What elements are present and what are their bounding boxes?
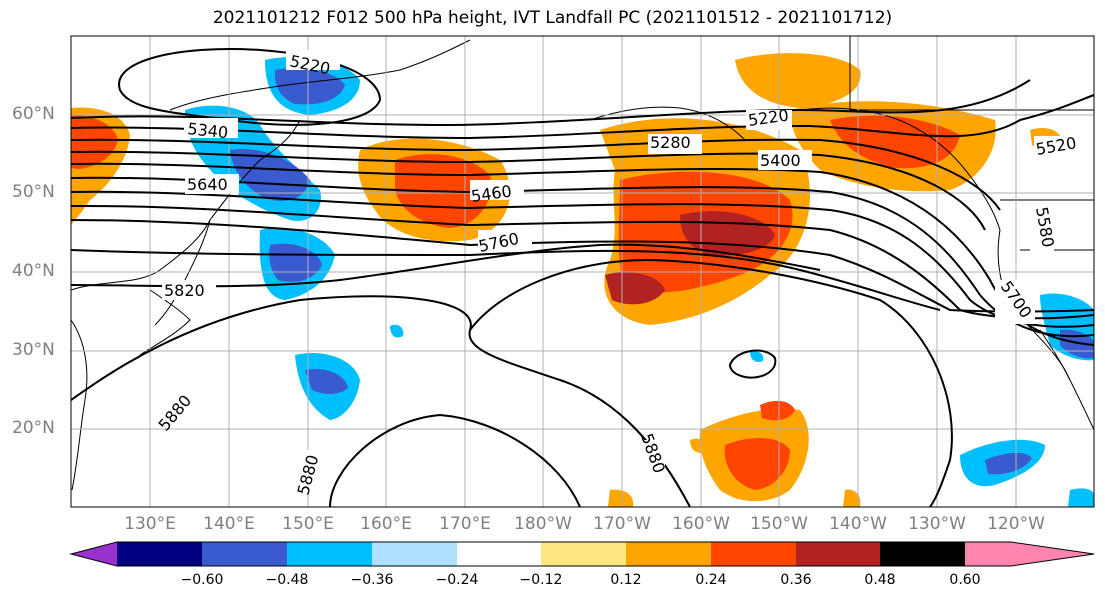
lon-label-150e: 150°E <box>282 514 334 534</box>
lat-label-20n: 20°N <box>12 418 55 438</box>
colorbar-swatch <box>287 542 372 566</box>
colorbar-tick-label: 0.12 <box>610 572 642 588</box>
graticule <box>71 36 1094 507</box>
lat-label-30n: 30°N <box>12 340 55 360</box>
colorbar-swatch <box>457 542 541 566</box>
map-title: 2021101212 F012 500 hPa height, IVT Land… <box>212 8 893 28</box>
colorbar-swatch <box>372 542 457 566</box>
colorbar-swatch <box>541 542 626 566</box>
lat-label-50n: 50°N <box>12 182 55 202</box>
lon-label-170e: 170°E <box>439 514 491 534</box>
colorbar-tick-label: 0.60 <box>949 572 981 588</box>
colorbar <box>69 541 1095 567</box>
contour-label-5280: 5280 <box>650 133 691 152</box>
colorbar-tick-label: −0.60 <box>180 572 224 588</box>
lat-label-40n: 40°N <box>12 261 55 281</box>
contour-label-5400: 5400 <box>760 151 801 170</box>
lon-label-180w: 180°W <box>514 514 572 534</box>
colorbar-tick-label: 0.36 <box>780 572 812 588</box>
lon-label-140e: 140°E <box>203 514 255 534</box>
colorbar-tick-label: 0.48 <box>864 572 896 588</box>
colorbar-tick-label: −0.36 <box>350 572 394 588</box>
lon-label-160e: 160°E <box>360 514 412 534</box>
colorbar-swatch <box>711 542 796 566</box>
colorbar-extend-high <box>965 542 1094 566</box>
lon-label-150w: 150°W <box>750 514 808 534</box>
coastlines <box>71 36 1094 491</box>
colorbar-swatch <box>880 542 965 566</box>
colorbar-tick-label: −0.24 <box>435 572 479 588</box>
lon-label-120w: 120°W <box>987 514 1045 534</box>
colorbar-swatch <box>202 542 287 566</box>
lon-label-130w: 130°W <box>908 514 966 534</box>
lon-label-160w: 160°W <box>672 514 730 534</box>
colorbar-swatch <box>626 542 711 566</box>
contour-label-5640: 5640 <box>187 175 228 194</box>
lon-label-140w: 140°W <box>829 514 887 534</box>
map-frame <box>70 35 1095 508</box>
colorbar-swatch <box>796 542 880 566</box>
colorbar-outline <box>69 541 1095 567</box>
colorbar-swatch <box>117 542 202 566</box>
lat-label-60n: 60°N <box>12 104 55 124</box>
contour-label-5340: 5340 <box>187 119 229 142</box>
contour-label-5820: 5820 <box>164 281 205 300</box>
colorbar-tick-label: −0.12 <box>519 572 563 588</box>
colorbar-tick-label: 0.24 <box>695 572 727 588</box>
lon-label-170w: 170°W <box>593 514 651 534</box>
colorbar-tick-label: −0.48 <box>265 572 309 588</box>
colorbar-extend-low <box>71 542 117 566</box>
lon-label-130e: 130°E <box>124 514 176 534</box>
